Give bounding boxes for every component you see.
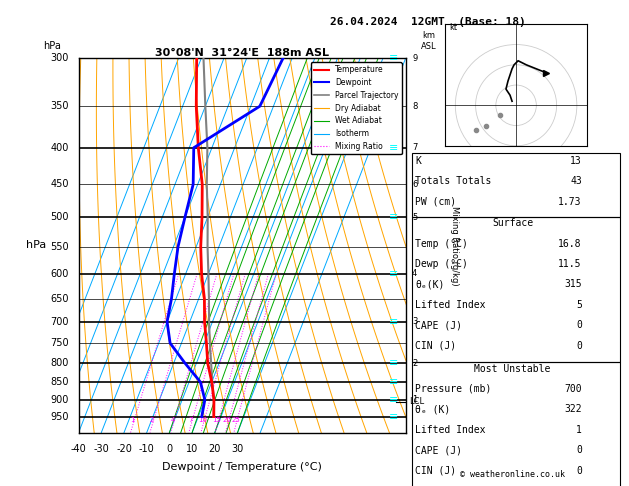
Text: 10: 10 [198,417,207,422]
Text: ≡: ≡ [389,395,398,405]
Text: 800: 800 [50,358,69,368]
Text: 6: 6 [412,180,418,189]
Legend: Temperature, Dewpoint, Parcel Trajectory, Dry Adiabat, Wet Adiabat, Isotherm, Mi: Temperature, Dewpoint, Parcel Trajectory… [311,62,402,154]
Text: 1: 1 [130,417,135,422]
Text: 950: 950 [50,412,69,421]
Text: Mixing Ratio (g/kg): Mixing Ratio (g/kg) [450,206,459,285]
Text: km
ASL: km ASL [421,32,437,51]
Text: 4: 4 [412,269,418,278]
Text: 1: 1 [576,425,582,435]
Text: 700: 700 [564,384,582,394]
Text: 30: 30 [231,444,243,454]
Text: kt: kt [449,23,457,33]
Text: 43: 43 [570,176,582,187]
Title: 30°08'N  31°24'E  188m ASL: 30°08'N 31°24'E 188m ASL [155,48,329,57]
Text: 3: 3 [412,317,418,326]
Text: Surface: Surface [492,218,533,228]
Text: 2: 2 [412,359,418,368]
Text: 0: 0 [576,341,582,351]
Text: LCL: LCL [409,397,425,406]
Text: θₑ(K): θₑ(K) [415,279,445,290]
Text: hPa: hPa [43,41,60,51]
Text: 450: 450 [50,179,69,190]
Text: -30: -30 [94,444,109,454]
Text: 400: 400 [50,143,69,153]
Text: 0: 0 [576,445,582,455]
Text: 25: 25 [231,417,240,422]
Text: 4: 4 [170,417,175,422]
Text: 7: 7 [188,417,193,422]
Text: 900: 900 [50,395,69,405]
Text: 8: 8 [412,102,418,111]
Text: -40: -40 [70,444,87,454]
Text: 0: 0 [576,320,582,330]
Text: Pressure (mb): Pressure (mb) [415,384,491,394]
Text: 850: 850 [50,377,69,387]
Text: CIN (J): CIN (J) [415,466,456,476]
Text: 322: 322 [564,404,582,415]
Text: ≡: ≡ [389,358,398,368]
Text: Temp (°C): Temp (°C) [415,239,468,249]
Text: ≡: ≡ [389,212,398,222]
Text: ≡: ≡ [389,269,398,279]
Text: CIN (J): CIN (J) [415,341,456,351]
Text: 1: 1 [412,395,418,404]
Text: ≡: ≡ [389,143,398,153]
Text: 10: 10 [186,444,198,454]
Text: Dewpoint / Temperature (°C): Dewpoint / Temperature (°C) [162,463,322,472]
Text: 13: 13 [570,156,582,166]
Text: 26.04.2024  12GMT  (Base: 18): 26.04.2024 12GMT (Base: 18) [330,17,526,27]
Text: 5: 5 [412,212,418,222]
Text: 20: 20 [223,417,231,422]
Text: 315: 315 [564,279,582,290]
Text: 16.8: 16.8 [559,239,582,249]
Text: © weatheronline.co.uk: © weatheronline.co.uk [460,469,565,479]
Text: ≡: ≡ [389,317,398,327]
Text: 9: 9 [412,54,418,63]
Text: 600: 600 [50,269,69,279]
Text: Lifted Index: Lifted Index [415,425,486,435]
Text: CAPE (J): CAPE (J) [415,320,462,330]
Text: Totals Totals: Totals Totals [415,176,491,187]
Text: 1.73: 1.73 [559,197,582,207]
Text: hPa: hPa [26,241,46,250]
Text: 2: 2 [150,417,154,422]
Text: K: K [415,156,421,166]
Text: 550: 550 [50,242,69,252]
Text: ≡: ≡ [389,377,398,387]
Text: 15: 15 [213,417,221,422]
Text: ≡: ≡ [389,412,398,421]
Text: 350: 350 [50,101,69,111]
Text: 500: 500 [50,212,69,222]
Text: 5: 5 [576,300,582,310]
Text: 20: 20 [209,444,221,454]
Text: Lifted Index: Lifted Index [415,300,486,310]
Text: ≡: ≡ [389,53,398,63]
Text: -20: -20 [116,444,132,454]
Text: -10: -10 [139,444,155,454]
Text: 300: 300 [50,53,69,63]
Text: 0: 0 [576,466,582,476]
Text: Dewp (°C): Dewp (°C) [415,259,468,269]
Text: 11.5: 11.5 [559,259,582,269]
Text: Most Unstable: Most Unstable [474,364,551,374]
Text: CAPE (J): CAPE (J) [415,445,462,455]
Text: PW (cm): PW (cm) [415,197,456,207]
Text: 750: 750 [50,338,69,348]
Text: 700: 700 [50,317,69,327]
Text: 7: 7 [412,143,418,152]
Text: 0: 0 [167,444,172,454]
Text: 650: 650 [50,294,69,304]
Text: θₑ (K): θₑ (K) [415,404,450,415]
